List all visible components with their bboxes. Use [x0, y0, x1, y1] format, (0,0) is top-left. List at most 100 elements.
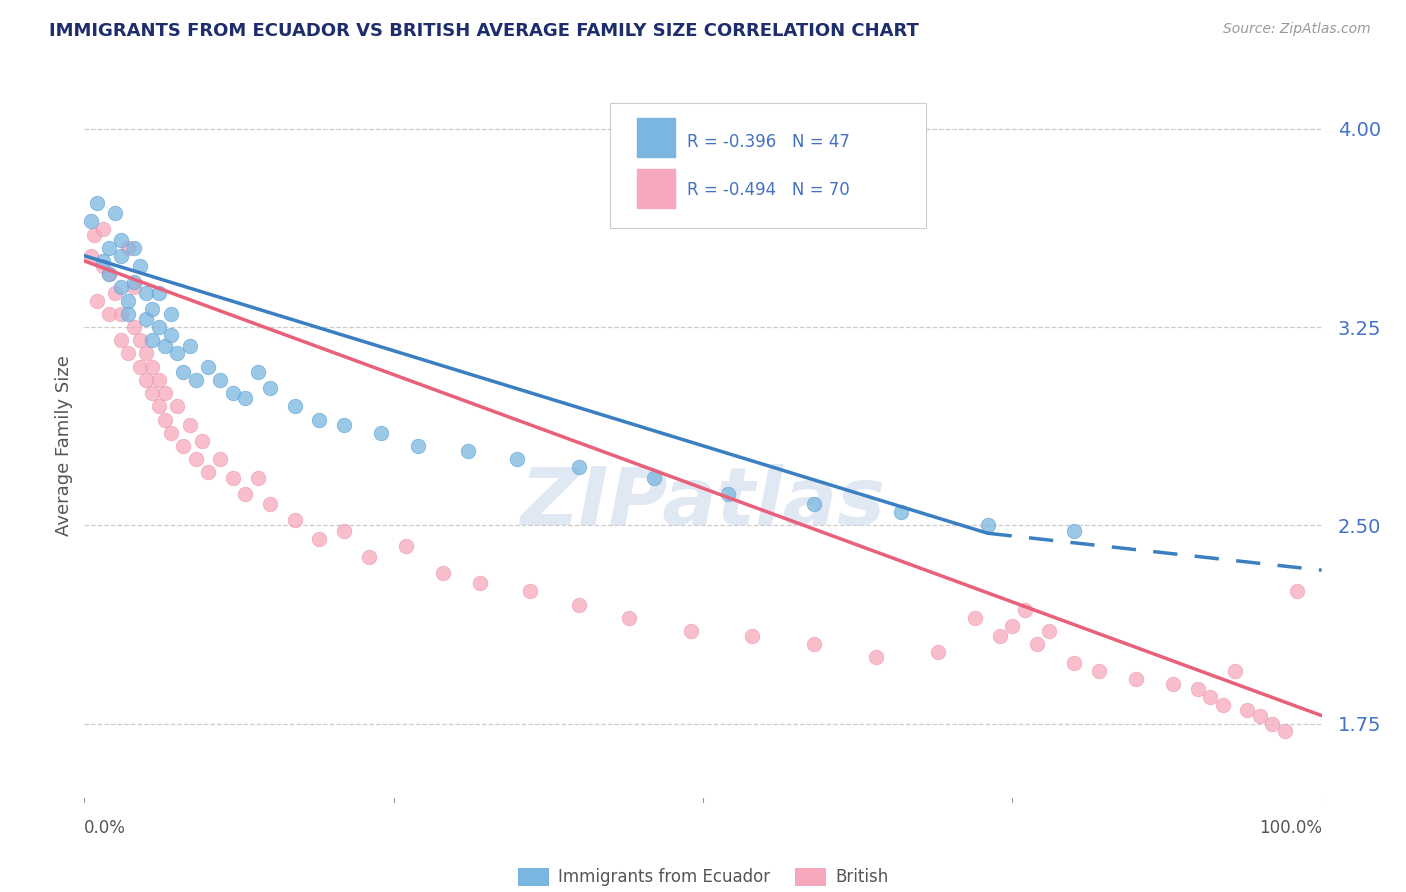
Point — [110, 249, 132, 263]
Legend: Immigrants from Ecuador, British: Immigrants from Ecuador, British — [512, 861, 894, 892]
Point — [104, 206, 127, 220]
Point — [1274, 724, 1296, 739]
FancyBboxPatch shape — [610, 103, 925, 228]
Point — [117, 293, 139, 308]
Point — [104, 285, 127, 300]
Point — [197, 466, 219, 480]
Point — [122, 320, 145, 334]
Point — [209, 452, 232, 467]
Point — [153, 412, 176, 426]
Point — [1285, 584, 1308, 599]
Text: 0.0%: 0.0% — [84, 819, 127, 837]
Point — [222, 386, 245, 401]
Point — [179, 417, 201, 432]
Point — [98, 307, 121, 321]
Point — [122, 280, 145, 294]
Point — [803, 497, 825, 511]
Point — [160, 307, 183, 321]
Text: R = -0.396   N = 47: R = -0.396 N = 47 — [688, 133, 849, 151]
Point — [197, 359, 219, 374]
Point — [191, 434, 214, 448]
Point — [172, 365, 194, 379]
Point — [129, 333, 152, 347]
Point — [122, 275, 145, 289]
Point — [148, 373, 170, 387]
Point — [617, 611, 640, 625]
Point — [222, 471, 245, 485]
Point — [357, 549, 380, 564]
Point — [976, 518, 998, 533]
Point — [308, 532, 330, 546]
Point — [1249, 708, 1271, 723]
Point — [1187, 682, 1209, 697]
Point — [153, 338, 176, 352]
Point — [1014, 603, 1036, 617]
Bar — [637, 169, 675, 208]
Point — [148, 285, 170, 300]
Point — [568, 460, 591, 475]
Text: IMMIGRANTS FROM ECUADOR VS BRITISH AVERAGE FAMILY SIZE CORRELATION CHART: IMMIGRANTS FROM ECUADOR VS BRITISH AVERA… — [49, 22, 920, 40]
Point — [1063, 656, 1085, 670]
Point — [117, 307, 139, 321]
Point — [1038, 624, 1060, 638]
Point — [988, 629, 1011, 643]
Point — [160, 328, 183, 343]
Point — [160, 425, 183, 440]
Point — [110, 280, 132, 294]
Point — [865, 650, 887, 665]
Point — [432, 566, 454, 580]
Point — [519, 584, 541, 599]
Y-axis label: Average Family Size: Average Family Size — [55, 356, 73, 536]
Point — [184, 452, 207, 467]
Point — [79, 214, 101, 228]
Point — [141, 333, 163, 347]
Point — [308, 412, 330, 426]
Point — [179, 338, 201, 352]
Point — [803, 637, 825, 651]
Point — [284, 513, 307, 527]
Point — [568, 598, 591, 612]
Point — [184, 373, 207, 387]
Point — [117, 346, 139, 360]
Point — [148, 400, 170, 414]
Point — [679, 624, 702, 638]
Point — [1125, 672, 1147, 686]
Point — [83, 227, 105, 242]
Point — [408, 439, 430, 453]
Point — [1199, 690, 1222, 704]
Point — [98, 267, 121, 281]
Point — [1261, 716, 1284, 731]
Point — [135, 346, 157, 360]
Bar — [637, 118, 675, 157]
Point — [135, 285, 157, 300]
Point — [506, 452, 529, 467]
Point — [333, 417, 356, 432]
Point — [643, 471, 665, 485]
Point — [135, 312, 157, 326]
Point — [91, 260, 114, 274]
Point — [457, 444, 479, 458]
Point — [890, 505, 912, 519]
Point — [166, 346, 188, 360]
Point — [927, 645, 949, 659]
Point — [246, 471, 269, 485]
Point — [246, 365, 269, 379]
Point — [1236, 703, 1258, 717]
Point — [333, 524, 356, 538]
Point — [129, 260, 152, 274]
Point — [166, 400, 188, 414]
Point — [129, 359, 152, 374]
Text: R = -0.494   N = 70: R = -0.494 N = 70 — [688, 181, 849, 199]
Point — [110, 307, 132, 321]
Point — [141, 386, 163, 401]
Point — [1223, 664, 1246, 678]
Point — [1026, 637, 1049, 651]
Point — [965, 611, 987, 625]
Point — [370, 425, 392, 440]
Point — [110, 233, 132, 247]
Point — [86, 195, 108, 210]
Point — [395, 540, 418, 554]
Point — [1212, 698, 1234, 712]
Point — [148, 320, 170, 334]
Point — [117, 241, 139, 255]
